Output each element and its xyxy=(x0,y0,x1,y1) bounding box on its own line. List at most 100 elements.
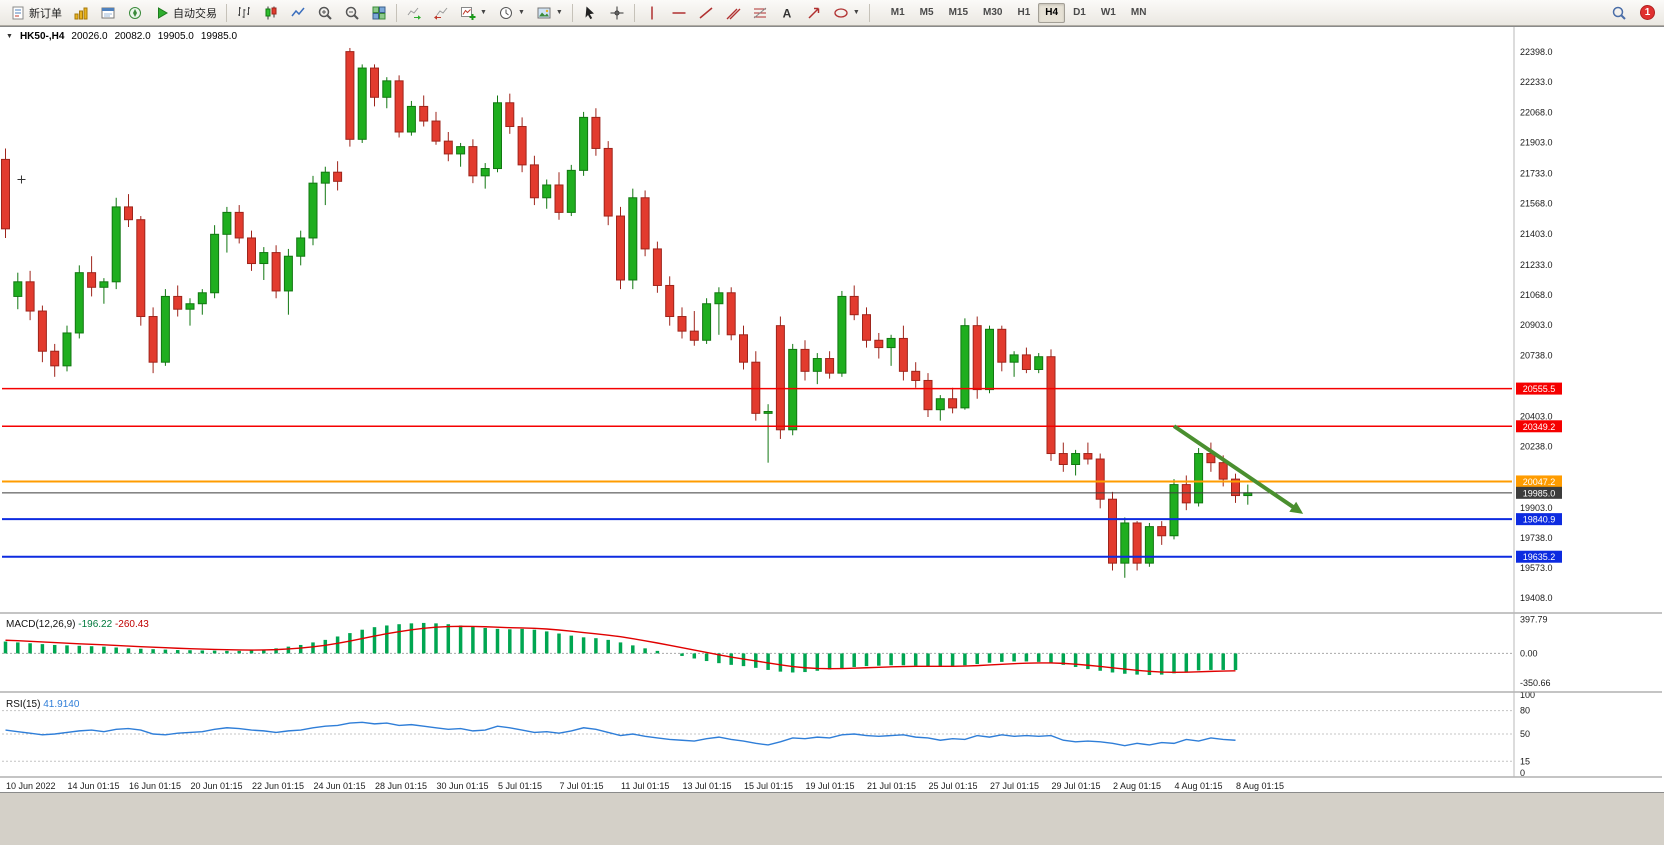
chart-window[interactable]: ▼ HK50-,H4 20026.0 20082.0 19905.0 19985… xyxy=(0,26,1664,793)
candle-body xyxy=(1231,478,1240,497)
candle-body xyxy=(997,328,1007,363)
price-axis: 22398.0 22233.0 22068.0 21903.0 21733.0 21568… xyxy=(1520,47,1553,778)
vertical-line-icon xyxy=(651,6,653,19)
candle-body xyxy=(1009,354,1019,363)
notification-badge[interactable]: 1 xyxy=(1640,5,1655,20)
crosshair-button[interactable] xyxy=(604,2,630,24)
candle-body xyxy=(923,379,933,411)
market-watch-button[interactable] xyxy=(68,2,94,24)
new-order-button[interactable]: 新订单 xyxy=(5,2,67,24)
macd-signal-line xyxy=(5,625,1236,674)
chart-shift-button[interactable] xyxy=(428,2,454,24)
horizontal-line-button[interactable] xyxy=(666,2,692,24)
templates-button[interactable]: ▼ xyxy=(531,2,568,24)
chevron-down-icon: ▼ xyxy=(480,9,487,16)
cursor-button[interactable] xyxy=(577,2,603,24)
candlestick-series xyxy=(1,47,1253,578)
chart-shift-icon xyxy=(434,7,448,20)
fibonacci-button[interactable] xyxy=(747,2,773,24)
time-tick-label: 24 Jun 01:15 xyxy=(314,781,366,791)
candle-body xyxy=(62,332,72,367)
zoom-out-icon xyxy=(345,6,359,20)
candle-body xyxy=(431,120,441,142)
new-order-icon xyxy=(12,6,24,19)
tab-timeframe-H1[interactable]: H1 xyxy=(1010,3,1037,23)
auto-scroll-button[interactable] xyxy=(401,2,427,24)
ohlc-high: 20082.0 xyxy=(114,31,151,42)
zoom-out-button[interactable] xyxy=(339,2,365,24)
time-tick-label: 27 Jul 01:15 xyxy=(990,781,1039,791)
vertical-line-button[interactable] xyxy=(639,2,665,24)
time-tick-label: 16 Jun 01:15 xyxy=(129,781,181,791)
candlestick-chart-icon xyxy=(265,6,277,19)
arrow-tool-button[interactable] xyxy=(801,2,827,24)
chart-canvas[interactable]: 20555.520349.220047.219985.019840.919635… xyxy=(0,27,1662,792)
rsi-tick-label: 15 xyxy=(1520,756,1530,766)
zoom-in-icon xyxy=(318,6,332,20)
tab-timeframe-M1[interactable]: M1 xyxy=(884,3,912,23)
periods-button[interactable]: ▼ xyxy=(493,2,530,24)
tab-timeframe-M30[interactable]: M30 xyxy=(976,3,1009,23)
line-chart-button[interactable] xyxy=(285,2,311,24)
candle-body xyxy=(702,303,712,341)
toolbar-separator xyxy=(226,3,227,22)
candle-body xyxy=(320,171,330,184)
candle-body xyxy=(74,272,84,334)
tab-timeframe-M15[interactable]: M15 xyxy=(942,3,975,23)
price-tick-label: 21233.0 xyxy=(1520,260,1553,270)
text-label-button[interactable]: A xyxy=(774,2,800,24)
candle-body xyxy=(345,51,355,140)
rsi-tick-label: 80 xyxy=(1520,706,1530,716)
candle-body xyxy=(456,146,466,155)
candle-body xyxy=(1083,453,1093,460)
search-button[interactable] xyxy=(1606,2,1632,24)
price-tick-label: 21903.0 xyxy=(1520,137,1553,147)
trend-arrow[interactable] xyxy=(1172,424,1298,511)
price-tick-label: 22068.0 xyxy=(1520,107,1553,117)
trend-arrow-head[interactable] xyxy=(1289,501,1304,514)
chart-header: ▼ HK50-,H4 20026.0 20082.0 19905.0 19985… xyxy=(6,31,237,42)
zoom-in-button[interactable] xyxy=(312,2,338,24)
tab-timeframe-M5[interactable]: M5 xyxy=(913,3,941,23)
symbol-label: HK50-,H4 xyxy=(19,31,65,42)
candle-body xyxy=(665,284,675,318)
level-price-text: 19985.0 xyxy=(1523,488,1556,498)
chevron-down-icon: ▼ xyxy=(555,9,563,16)
price-tick-label: 22233.0 xyxy=(1520,77,1553,87)
tile-windows-icon xyxy=(372,6,386,19)
time-tick-label: 15 Jul 01:15 xyxy=(744,781,793,791)
tab-timeframe-H4[interactable]: H4 xyxy=(1038,2,1066,23)
data-window-button[interactable] xyxy=(95,2,121,24)
tab-timeframe-W1[interactable]: W1 xyxy=(1094,3,1123,23)
time-axis[interactable]: 10 Jun 2022 14 Jun 01:15 16 Jun 01:15 20 Ju… xyxy=(6,781,1284,791)
candle-body xyxy=(739,334,748,363)
level-price-tag xyxy=(1516,420,1562,433)
candle-body xyxy=(788,348,798,431)
arrow-tool-icon xyxy=(808,7,820,19)
candlestick-chart-button[interactable] xyxy=(258,2,284,24)
candle-body xyxy=(849,295,859,316)
candle-body xyxy=(948,398,958,409)
level-price-text: 20555.5 xyxy=(1523,384,1556,394)
chevron-down-icon: ▼ xyxy=(852,9,860,16)
auto-trading-button[interactable]: 自动交易 xyxy=(149,2,222,24)
equidistant-channel-button[interactable] xyxy=(720,2,746,24)
price-tick-label: 21068.0 xyxy=(1520,290,1553,300)
tile-windows-button[interactable] xyxy=(366,2,392,24)
candle-body xyxy=(1218,462,1228,480)
navigator-button[interactable] xyxy=(122,2,148,24)
tab-timeframe-D1[interactable]: D1 xyxy=(1066,3,1093,23)
tab-timeframe-MN[interactable]: MN xyxy=(1124,3,1154,23)
price-tick-label: 19903.0 xyxy=(1520,503,1553,513)
bar-chart-button[interactable] xyxy=(231,2,257,24)
trendline-icon xyxy=(699,6,713,19)
time-tick-label: 21 Jul 01:15 xyxy=(867,781,916,791)
candle-body xyxy=(1181,484,1191,504)
shapes-button[interactable]: ▼ xyxy=(828,2,865,24)
candle-body xyxy=(566,169,576,213)
macd-label: MACD(12,26,9) -196.22 -260.43 xyxy=(6,619,149,630)
collapse-icon[interactable]: ▼ xyxy=(6,33,13,40)
trendline-button[interactable] xyxy=(693,2,719,24)
new-chart-button[interactable]: ▼ xyxy=(455,2,492,24)
